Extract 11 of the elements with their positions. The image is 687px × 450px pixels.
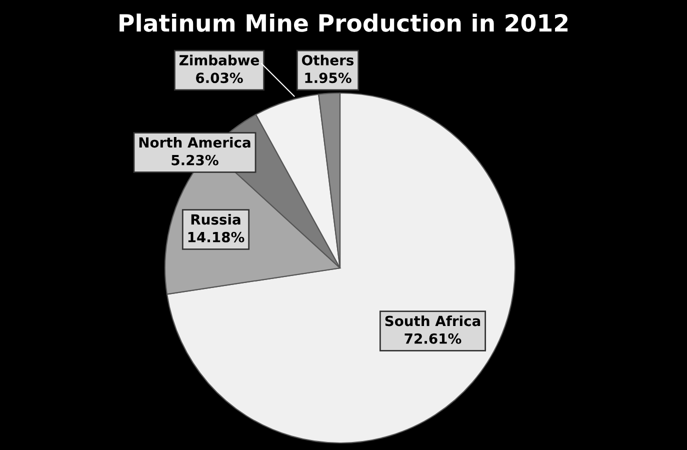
data-label: 6.03% [196,72,243,84]
data-label: 72.61% [404,333,462,344]
slice-label: Russia [191,214,240,225]
data-label: 1.95% [305,72,352,84]
slice-label: South Africa [385,315,480,326]
data-label: 14.18% [188,232,244,242]
chart-title: Platinum Mine Production in 2012 [120,14,568,32]
slice-label: Others [302,54,354,66]
slice-label: North America [139,136,250,148]
data-label: 5.23% [172,154,218,166]
slice-label: Zimbabwe [179,54,259,66]
